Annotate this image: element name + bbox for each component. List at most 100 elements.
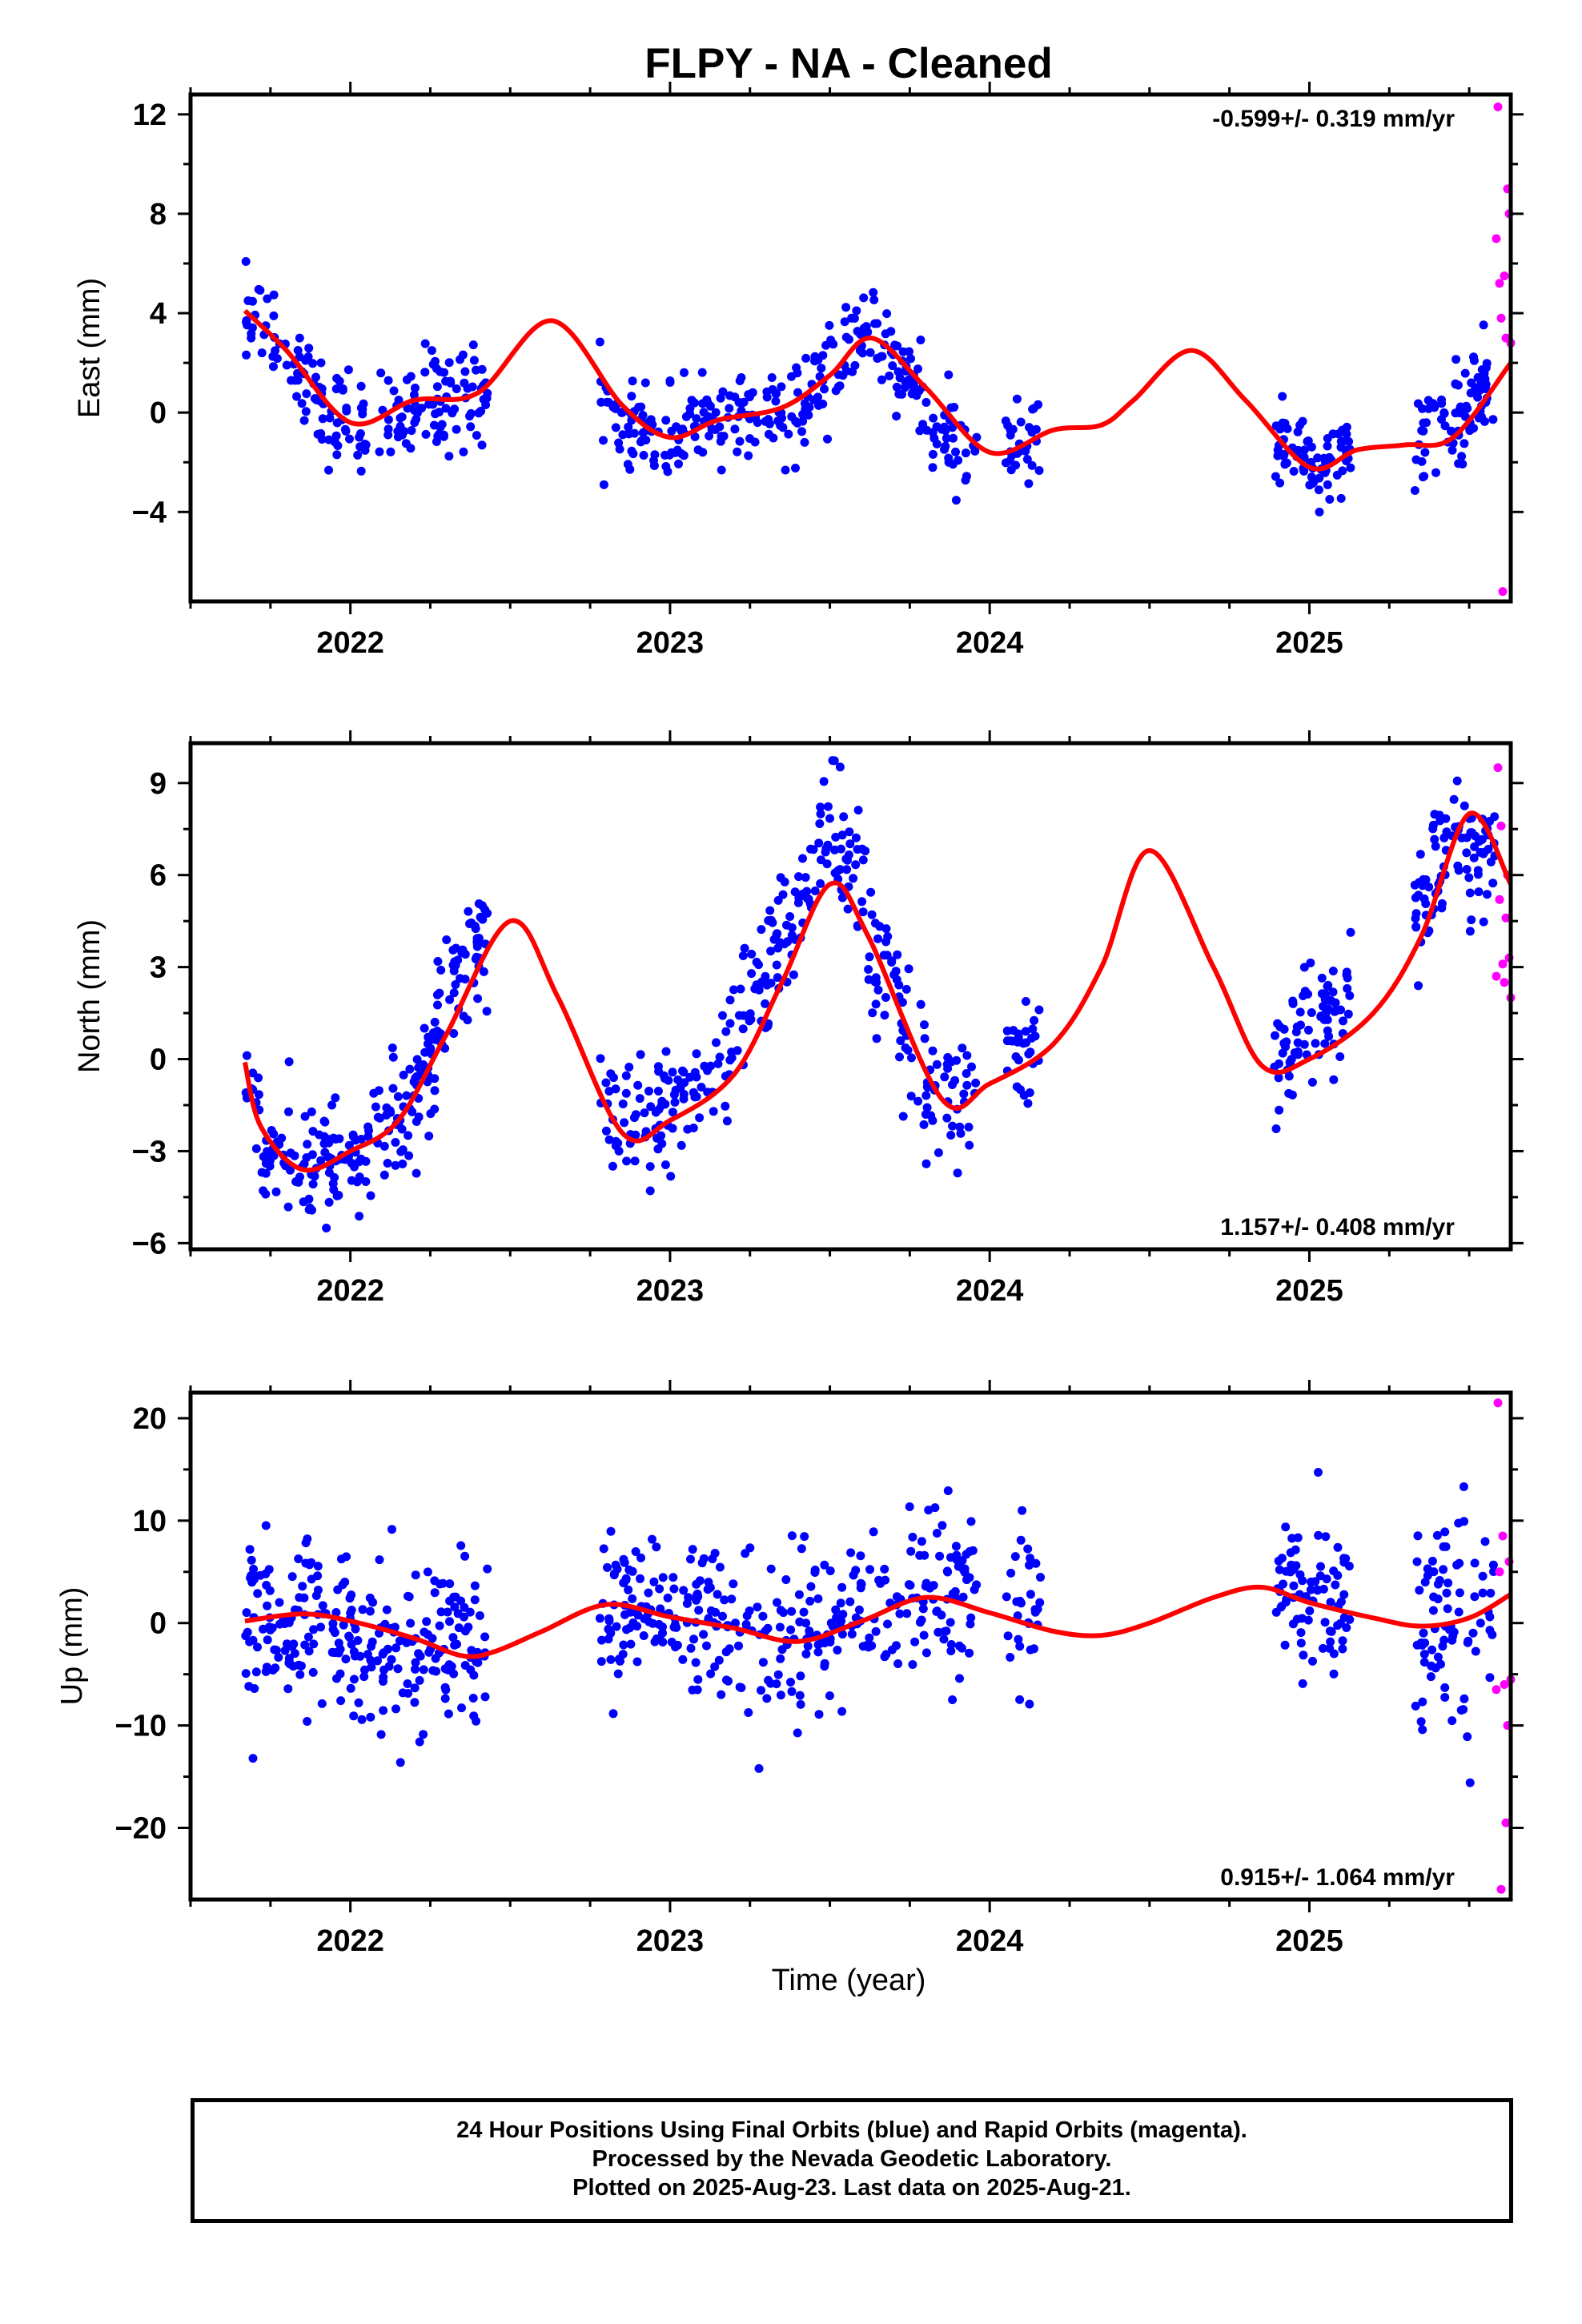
final-orbit-point	[857, 897, 867, 907]
final-orbit-point	[1452, 355, 1461, 364]
final-orbit-point	[1480, 416, 1489, 426]
final-orbit-point	[1034, 1005, 1044, 1015]
rate-annotation: 0.915+/- 1.064 mm/yr	[1220, 1864, 1455, 1891]
final-orbit-point	[940, 444, 949, 454]
final-orbit-point	[706, 1606, 716, 1615]
final-orbit-point	[949, 433, 958, 443]
final-orbit-point	[798, 854, 807, 863]
final-orbit-point	[430, 1576, 440, 1586]
final-orbit-point	[452, 384, 461, 393]
final-orbit-point	[1006, 430, 1015, 440]
final-orbit-point	[677, 1140, 686, 1150]
final-orbit-point	[341, 1655, 351, 1664]
final-orbit-point	[449, 988, 459, 998]
final-orbit-point	[689, 1634, 698, 1644]
final-orbit-point	[601, 1126, 611, 1136]
final-orbit-point	[406, 1618, 416, 1628]
final-orbit-point	[1460, 1517, 1469, 1526]
final-orbit-point	[877, 352, 885, 361]
final-orbit-point	[921, 1110, 930, 1119]
final-orbit-point	[596, 1054, 605, 1063]
final-orbit-point	[327, 1100, 336, 1110]
final-orbit-point	[331, 384, 341, 394]
final-orbit-point	[725, 1019, 735, 1028]
final-orbit-point	[1318, 1643, 1327, 1653]
final-orbit-point	[934, 1148, 943, 1157]
final-orbit-point	[621, 1071, 631, 1080]
final-orbit-point	[950, 1586, 960, 1596]
final-orbit-point	[690, 432, 700, 441]
final-orbit-point	[757, 1686, 765, 1695]
final-orbit-point	[449, 1592, 459, 1602]
final-orbit-point	[241, 1669, 251, 1679]
final-orbit-point	[355, 1651, 365, 1661]
final-orbit-point	[714, 1655, 724, 1665]
final-orbit-point	[819, 777, 829, 786]
final-orbit-point	[445, 995, 455, 1004]
final-orbit-point	[906, 1546, 916, 1556]
final-orbit-point	[382, 1605, 391, 1614]
final-orbit-point	[1317, 973, 1327, 983]
final-orbit-point	[393, 1664, 403, 1674]
final-orbit-point	[251, 1144, 261, 1153]
final-orbit-point	[1023, 1544, 1033, 1554]
final-orbit-point	[1281, 1522, 1291, 1532]
final-orbit-point	[1418, 1697, 1427, 1707]
final-orbit-point	[316, 358, 326, 368]
y-tick-label: 0	[150, 396, 167, 430]
final-orbit-point	[1479, 917, 1488, 927]
final-orbit-point	[1465, 1778, 1475, 1787]
x-tick-label: 2023	[636, 1924, 705, 1958]
final-orbit-point	[411, 1570, 420, 1580]
final-orbit-point	[873, 985, 883, 995]
y-tick-label: −20	[115, 1811, 167, 1845]
final-orbit-point	[932, 1529, 942, 1538]
final-orbit-point	[1010, 1552, 1020, 1562]
final-orbit-point	[685, 409, 695, 419]
final-orbit-point	[1315, 473, 1324, 483]
final-orbit-point	[319, 1116, 329, 1126]
final-orbit-point	[918, 1604, 928, 1614]
final-orbit-point	[1288, 999, 1298, 1008]
final-orbit-point	[421, 429, 431, 439]
final-orbit-point	[937, 1610, 946, 1620]
final-orbit-point	[793, 368, 802, 378]
final-orbit-point	[902, 1609, 912, 1618]
final-orbit-point	[893, 1659, 903, 1668]
final-orbit-point	[383, 424, 393, 434]
final-orbit-point	[470, 921, 480, 931]
final-orbit-point	[758, 1611, 768, 1621]
final-orbit-point	[734, 1011, 744, 1020]
final-orbit-point	[1448, 1631, 1458, 1641]
final-orbit-point	[1471, 1647, 1480, 1656]
final-orbit-point	[412, 404, 422, 413]
final-orbit-point	[1303, 1025, 1313, 1035]
final-orbit-point	[880, 1011, 889, 1020]
final-orbit-point	[295, 1670, 305, 1679]
final-orbit-point	[430, 1588, 440, 1598]
final-orbit-point	[1452, 776, 1462, 786]
final-orbit-point	[713, 1590, 722, 1599]
final-orbit-point	[948, 1695, 958, 1704]
final-orbit-point	[274, 1653, 283, 1662]
final-orbit-point	[1470, 1592, 1480, 1602]
final-orbit-point	[786, 1678, 795, 1687]
final-orbit-point	[349, 1675, 359, 1684]
final-orbit-point	[338, 1580, 347, 1590]
final-orbit-point	[366, 1191, 375, 1200]
final-orbit-point	[420, 1047, 430, 1057]
rapid-orbit-point	[1492, 971, 1501, 981]
final-orbit-point	[393, 427, 403, 436]
final-orbit-point	[1026, 1554, 1034, 1563]
final-orbit-point	[1411, 923, 1421, 932]
final-orbit-point	[1307, 1077, 1317, 1087]
final-orbit-point	[389, 386, 399, 396]
y-tick-label: 0	[150, 1607, 167, 1641]
final-orbit-point	[1320, 1618, 1330, 1627]
final-orbit-point	[820, 1659, 829, 1668]
y-tick-label: 3	[150, 951, 167, 985]
final-orbit-point	[1289, 1581, 1299, 1590]
final-orbit-point	[814, 1710, 824, 1719]
final-orbit-point	[636, 1050, 645, 1059]
plot-panels: 2022 2023 2024 2025 −4 0 4 8 12 East (mm) -0.599+/…	[55, 82, 1524, 1958]
